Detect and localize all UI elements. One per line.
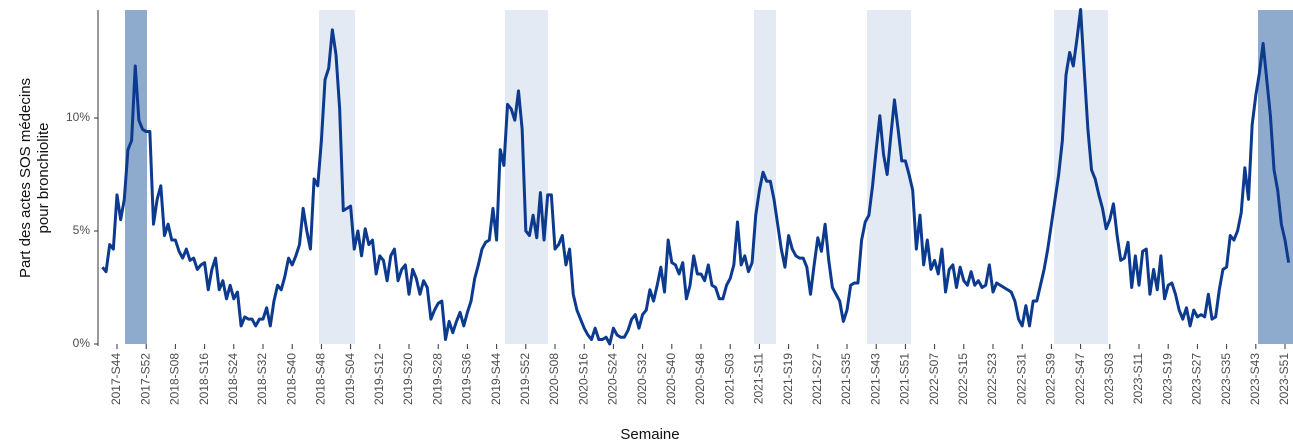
x-tick-label: 2023-S43 [1248,353,1262,405]
x-tick-label: 2020-S40 [664,353,678,405]
x-tick-label: 2018-S48 [314,353,328,405]
y-axis-title: Part des actes SOS médecins [17,78,34,278]
x-tick-label: 2019-S04 [343,353,357,405]
x-tick-label: 2019-S20 [401,353,415,405]
x-tick-label: 2022-S07 [927,353,941,405]
x-tick-label: 2018-S16 [197,353,211,405]
x-tick-label: 2023-S35 [1219,353,1233,405]
x-tick-label: 2020-S48 [693,353,707,405]
x-tick-label: 2022-S31 [1014,353,1028,405]
y-tick-label: 5% [73,223,91,237]
x-tick-label: 2021-S03 [722,353,736,405]
x-tick-label: 2023-S27 [1190,353,1204,405]
x-tick-label: 2022-S23 [985,353,999,405]
x-tick-label: 2022-S39 [1044,353,1058,405]
x-tick-label: 2022-S15 [956,353,970,405]
x-tick-label: 2023-S11 [1131,353,1145,404]
x-tick-label: 2020-S24 [606,353,620,405]
x-tick-label: 2022-S47 [1073,353,1087,405]
x-tick-label: 2018-S40 [284,353,298,405]
x-tick-label: 2023-S19 [1160,353,1174,405]
x-tick-label: 2020-S08 [547,353,561,405]
x-tick-label: 2021-S43 [868,353,882,405]
x-tick-label: 2019-S44 [489,353,503,405]
x-tick-label: 2021-S27 [810,353,824,405]
x-tick-label: 2020-S16 [576,353,590,405]
x-tick-label: 2018-S24 [226,353,240,405]
x-tick-label: 2019-S12 [372,353,386,405]
line [101,8,1291,346]
x-tick-label: 2019-S28 [430,353,444,405]
x-tick-label: 2021-S19 [781,353,795,405]
x-tick-label: 2018-S08 [168,353,182,405]
x-tick-label: 2017-S44 [109,353,123,405]
epidemic-period [125,10,147,344]
x-tick-label: 2023-S51 [1277,353,1291,405]
pre-epidemic-period [1054,10,1108,344]
x-tick-label: 2021-S51 [898,353,912,405]
x-tick-label: 2019-S52 [518,353,532,405]
y-tick-label: 0% [73,336,91,350]
x-tick-label: 2021-S11 [752,353,766,404]
y-axis-title: pour bronchiolite [35,123,52,234]
y-tick-label: 10% [66,110,90,124]
x-tick-label: 2019-S36 [460,353,474,405]
x-tick-label: 2017-S52 [138,353,152,405]
x-tick-label: 2018-S32 [255,353,269,405]
pre-epidemic-period [505,10,548,344]
x-tick-label: 2020-S32 [635,353,649,405]
x-axis-title: Semaine [620,426,679,443]
x-tick-label: 2023-S03 [1102,353,1116,405]
x-tick-label: 2021-S35 [839,353,853,405]
